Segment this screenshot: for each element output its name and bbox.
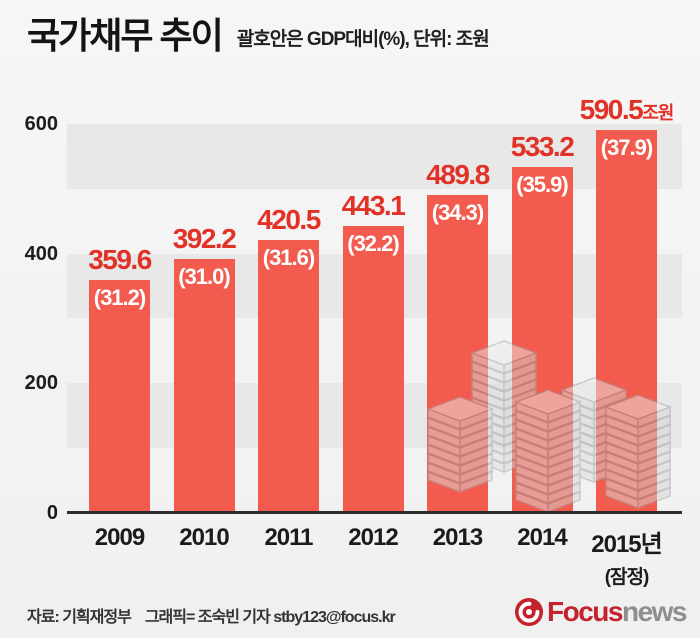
value-label: 359.6 bbox=[88, 243, 152, 275]
gdp-ratio-label: (37.9) bbox=[600, 135, 653, 161]
bar-2015년: (37.9) bbox=[596, 130, 657, 513]
bar-2010: (31.0) bbox=[173, 258, 235, 513]
value-label: 443.1 bbox=[341, 189, 406, 221]
bar-2011: (31.6) bbox=[258, 240, 319, 513]
page-title: 국가채무 추이 bbox=[27, 15, 224, 56]
credits-line: 자료: 기획재정부 그래픽= 조숙빈 기자 stby123@focus.kr bbox=[27, 603, 409, 627]
chart-subtitle: 괄호안은 GDP대비(%), 단위: 조원 bbox=[236, 28, 490, 50]
x-axis-label: 2013 bbox=[432, 524, 483, 551]
gdp-ratio-label: (31.2) bbox=[93, 284, 146, 310]
x-axis-label: 2010 bbox=[179, 524, 229, 551]
x-axis-label: 2014 bbox=[517, 524, 567, 551]
focus-news-logo: Focus news bbox=[514, 596, 688, 628]
bar-2012: (32.2) bbox=[342, 225, 404, 513]
focus-swirl-icon bbox=[514, 597, 544, 627]
x-axis-label: 2009 bbox=[94, 524, 145, 551]
value-label: 392.2 bbox=[172, 222, 237, 254]
unit-suffix: 조원 bbox=[642, 103, 674, 124]
x-axis-line bbox=[67, 511, 682, 514]
value-label: 590.5조원 bbox=[579, 94, 675, 126]
gdp-ratio-label: (31.0) bbox=[178, 263, 230, 289]
chart-header: 국가채무 추이 괄호안은 GDP대비(%), 단위: 조원 bbox=[27, 15, 490, 56]
bar-2009: (31.2) bbox=[89, 279, 150, 513]
credit-text: 그래픽= 조숙빈 기자 stby123@focus.kr bbox=[144, 609, 396, 626]
logo-text-focus: Focus bbox=[547, 596, 623, 627]
gdp-ratio-label: (31.6) bbox=[262, 245, 315, 271]
y-axis-tick: 0 bbox=[46, 502, 58, 524]
provisional-note: (잠정) bbox=[604, 567, 650, 588]
bar-2014: (35.9) bbox=[511, 167, 573, 513]
gdp-ratio-label: (32.2) bbox=[347, 230, 399, 256]
x-axis-label: 2011 bbox=[264, 524, 313, 551]
y-axis-tick: 400 bbox=[24, 242, 58, 265]
value-label: 533.2 bbox=[510, 131, 575, 163]
y-axis-tick: 200 bbox=[24, 372, 58, 395]
footer: 자료: 기획재정부 그래픽= 조숙빈 기자 stby123@focus.kr Fo… bbox=[0, 594, 700, 638]
y-axis-tick: 600 bbox=[24, 113, 58, 135]
x-axis-label: 2015년 (잠정) bbox=[562, 524, 692, 589]
value-label: 489.8 bbox=[426, 159, 490, 191]
logo-text-news: news bbox=[621, 596, 688, 627]
x-axis-label: 2012 bbox=[348, 524, 398, 551]
bar-2013: (34.3) bbox=[427, 195, 488, 513]
gdp-ratio-label: (34.3) bbox=[431, 200, 484, 226]
gdp-ratio-label: (35.9) bbox=[516, 172, 568, 198]
value-label: 420.5 bbox=[257, 204, 321, 236]
grid-band bbox=[67, 124, 682, 189]
source-text: 자료: 기획재정부 bbox=[27, 609, 132, 626]
